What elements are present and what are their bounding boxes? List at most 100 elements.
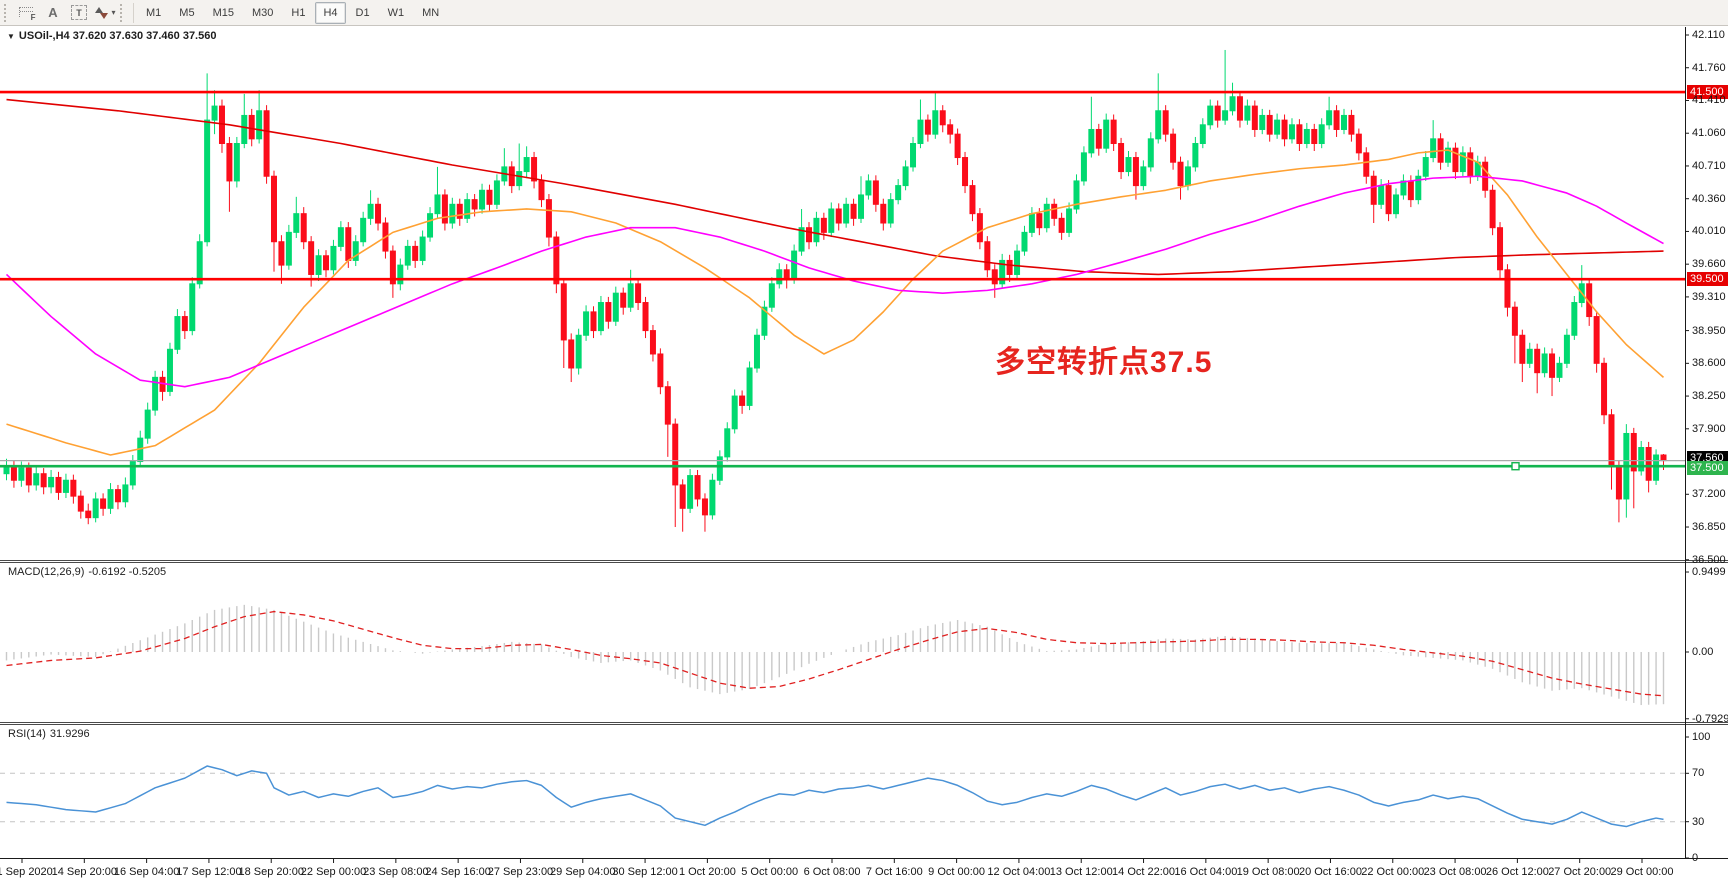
candle-body	[635, 283, 642, 304]
candle-body	[739, 395, 746, 406]
timeframe-button-m15[interactable]: M15	[212, 6, 234, 19]
candle-body	[1593, 316, 1600, 364]
macd-panel	[5, 604, 1665, 706]
candle-body	[1653, 454, 1660, 481]
candle-body	[1348, 114, 1355, 135]
timeframe-button-h4[interactable]: H4	[315, 1, 346, 24]
candle-body	[1630, 432, 1637, 472]
candle-body	[449, 203, 456, 224]
ma-red-line	[6, 98, 1664, 276]
candle-body	[196, 241, 203, 285]
candle-body	[375, 203, 382, 224]
candle-body	[553, 236, 560, 285]
candle-body	[612, 292, 619, 322]
toolbar-grip-handle[interactable]	[120, 3, 126, 22]
candle-body	[1177, 161, 1184, 187]
candle-body	[427, 213, 434, 238]
candle-body	[1066, 208, 1073, 233]
candle-body	[1170, 133, 1177, 163]
candle-body	[768, 283, 775, 308]
candle-body	[776, 269, 783, 285]
candle-body	[1608, 414, 1615, 467]
candle-body	[984, 241, 991, 271]
timeframe-button-h1[interactable]: H1	[291, 6, 306, 19]
candle-body	[114, 489, 121, 503]
candle-body	[1259, 114, 1266, 130]
timeframe-button-m30[interactable]: M30	[251, 6, 274, 19]
timeframe-button-m5[interactable]: M5	[179, 6, 195, 19]
candle-body	[1132, 157, 1139, 187]
candle-body	[1296, 124, 1303, 145]
text-box-tool-button[interactable]: T	[66, 2, 92, 24]
candle-body	[1511, 306, 1518, 336]
arrow-objects-tool-button[interactable]: ▾	[92, 2, 118, 24]
candle-body	[345, 227, 352, 261]
candle-body	[285, 231, 292, 266]
text-label-tool-button[interactable]: A	[40, 2, 66, 24]
candle-body	[1318, 124, 1325, 145]
candle-body	[724, 428, 731, 458]
timeframe-button-m1[interactable]: M1	[146, 6, 162, 19]
candle-body	[694, 475, 701, 500]
macd-signal-line	[6, 610, 1664, 697]
candle-body	[880, 203, 887, 224]
candle-body	[100, 498, 107, 509]
candle-body	[1266, 114, 1273, 135]
candle-body	[1199, 124, 1206, 145]
toolbar-grip-handle[interactable]	[4, 3, 10, 22]
candle-body	[1147, 138, 1154, 168]
candle-body	[850, 203, 857, 219]
candle-body	[129, 461, 136, 486]
candle-body	[1638, 447, 1645, 472]
candle-body	[107, 489, 114, 509]
candle-body	[1051, 203, 1058, 219]
candle-body	[1303, 128, 1310, 145]
candle-body	[508, 166, 515, 187]
fibonacci-tool-button[interactable]: F	[14, 2, 40, 24]
candle-body	[174, 316, 181, 350]
candle-body	[910, 143, 917, 168]
candle-body	[1660, 454, 1667, 462]
timeframe-button-group: M1 M5 M15 M30 H1 H4 D1 W1 MN	[137, 1, 448, 24]
candle-body	[70, 479, 77, 497]
candle-body	[657, 353, 664, 388]
chart-window[interactable]	[0, 26, 1728, 894]
line-drag-handle[interactable]	[1511, 462, 1520, 471]
candle-body	[1251, 105, 1258, 130]
candle-body	[1645, 447, 1652, 481]
candle-body	[575, 334, 582, 369]
candle-body	[1400, 180, 1407, 196]
candle-body	[1073, 180, 1080, 210]
candle-body	[538, 180, 545, 201]
candle-body	[226, 143, 233, 182]
candle-body	[479, 189, 486, 210]
candle-body	[278, 241, 285, 266]
candle-body	[746, 367, 753, 406]
candle-body	[976, 213, 983, 243]
candle-body	[62, 479, 69, 493]
candle-body	[1393, 194, 1400, 215]
timeframe-button-mn[interactable]: MN	[422, 6, 440, 19]
candle-body	[1222, 110, 1229, 121]
candle-body	[1006, 259, 1013, 275]
arrow-objects-tool-icon	[94, 6, 109, 19]
chart-canvas[interactable]	[0, 26, 1728, 894]
timeframe-button-d1[interactable]: D1	[355, 6, 370, 19]
toolbar-separator	[133, 2, 134, 23]
candle-body	[367, 203, 374, 219]
candle-body	[270, 175, 277, 243]
candle-body	[649, 330, 656, 355]
candle-body	[1207, 105, 1214, 126]
candle-body	[731, 395, 738, 430]
timeframe-button-w1[interactable]: W1	[387, 6, 405, 19]
candle-body	[1556, 362, 1563, 378]
candle-body	[924, 119, 931, 135]
candle-body	[315, 255, 322, 275]
candle-body	[40, 473, 47, 488]
candle-body	[1452, 147, 1459, 173]
candle-body	[1103, 119, 1110, 149]
candle-body	[1549, 353, 1556, 378]
candle-body	[308, 241, 315, 275]
candle-body	[1519, 334, 1526, 364]
candle-body	[1571, 302, 1578, 336]
